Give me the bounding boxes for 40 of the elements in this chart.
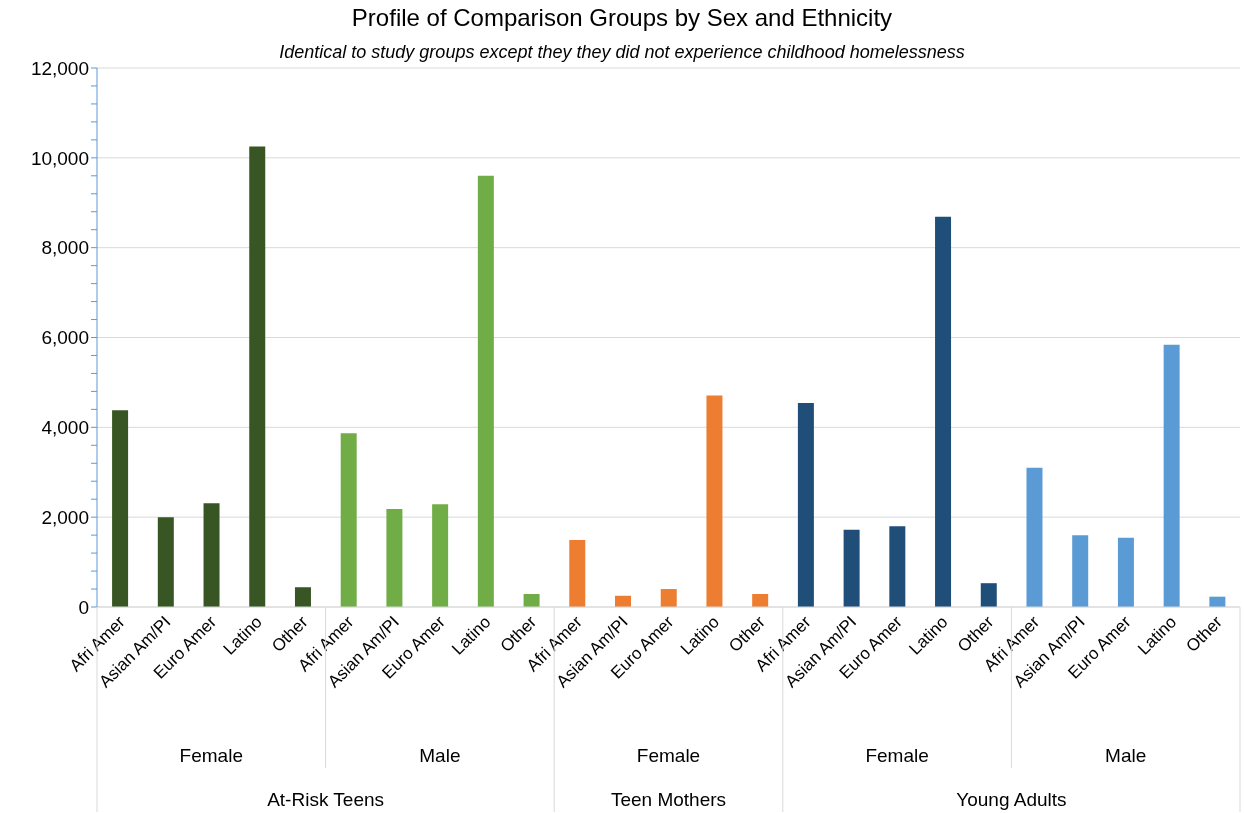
y-tick-label: 2,000 <box>41 506 89 528</box>
bar <box>706 395 723 607</box>
chart-subtitle: Identical to study groups except they they did not experience childhood homelessness <box>279 42 965 62</box>
bar <box>249 146 266 607</box>
bar <box>203 503 220 607</box>
y-tick-label: 4,000 <box>41 417 89 439</box>
bar <box>294 587 311 607</box>
text: Female <box>636 745 701 766</box>
y-tick-label: 10,000 <box>30 147 89 169</box>
text: Female <box>865 745 929 766</box>
bar <box>1117 537 1134 607</box>
text: Teen Mothers <box>610 789 727 810</box>
y-tick-label: 6,000 <box>41 327 89 349</box>
bar <box>340 433 357 607</box>
bar <box>797 403 814 607</box>
bar <box>1026 467 1043 607</box>
bar <box>935 216 952 607</box>
bar <box>1072 535 1089 607</box>
text: Male <box>419 745 461 766</box>
bar <box>157 517 174 607</box>
bar <box>112 410 129 607</box>
y-tick-label: 12,000 <box>30 57 89 79</box>
y-tick-label: 0 <box>78 596 89 618</box>
y-tick-label: 8,000 <box>41 237 89 259</box>
text: Young Adults <box>956 789 1067 810</box>
text: At-Risk Teens <box>267 789 385 810</box>
bar <box>569 540 586 607</box>
bar <box>477 175 494 607</box>
bar <box>889 526 906 607</box>
bar <box>386 509 403 607</box>
bar <box>752 593 769 607</box>
bar <box>432 504 449 607</box>
bar <box>1163 344 1180 607</box>
bar <box>523 593 540 607</box>
bar <box>980 583 997 607</box>
text: Female <box>179 745 243 766</box>
text: Male <box>1105 745 1147 766</box>
chart-title: Profile of Comparison Groups by Sex and Ethnicity <box>350 4 894 32</box>
bar <box>843 529 860 607</box>
bar <box>660 589 677 607</box>
